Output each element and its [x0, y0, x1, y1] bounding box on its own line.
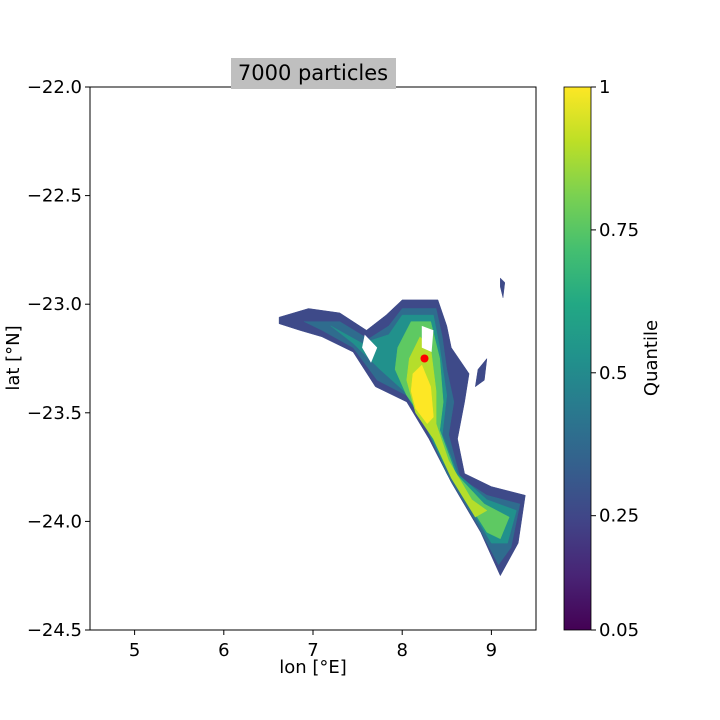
- y-axis: −22.0 −22.5 −23.0 −23.5 −24.0 −24.5: [27, 77, 90, 641]
- plot-area: [89, 86, 537, 631]
- y-axis-label: lat [°N]: [3, 325, 24, 390]
- colorbar-tick-label: 0.5: [599, 363, 628, 384]
- colorbar-tick-label: 0.25: [599, 506, 639, 527]
- plot-background: [90, 87, 536, 630]
- x-tick-label: 8: [396, 640, 407, 661]
- x-tick-label: 5: [129, 640, 140, 661]
- x-axis: 5 6 7 8 9: [129, 630, 497, 661]
- title-text: 7000 particles: [238, 61, 388, 85]
- contour-hole-1: [421, 325, 434, 352]
- y-tick-label: −23.5: [27, 403, 82, 424]
- contour-level-1-region-3: [474, 357, 488, 388]
- colorbar-tick-label: 1: [599, 77, 610, 98]
- y-tick-label: −24.5: [27, 620, 82, 641]
- colorbar: 0.05 0.25 0.5 0.75 1 Quantile: [563, 77, 662, 641]
- contour-hole-2: [362, 334, 378, 363]
- chart-title: 7000 particles: [231, 58, 396, 89]
- x-axis-label: lon [°E]: [279, 657, 347, 678]
- x-tick-label: 7: [307, 640, 318, 661]
- y-tick-label: −22.0: [27, 77, 82, 98]
- y-tick-label: −24.0: [27, 511, 82, 532]
- colorbar-tick-label: 0.05: [599, 620, 639, 641]
- colorbar-ticks: 0.05 0.25 0.5 0.75 1: [591, 77, 639, 641]
- colorbar-tick-label: 0.75: [599, 220, 639, 241]
- origin-marker: [420, 354, 429, 363]
- title-box: [231, 58, 396, 89]
- contour-layer: [278, 277, 526, 577]
- x-tick-label: 6: [218, 640, 229, 661]
- contour-level-1-region-1: [278, 299, 526, 577]
- colorbar-label: Quantile: [641, 320, 662, 396]
- colorbar-gradient: [563, 86, 592, 631]
- x-tick-label: 9: [486, 640, 497, 661]
- contour-level-6-region-1: [410, 364, 434, 425]
- y-tick-label: −22.5: [27, 186, 82, 207]
- contour-level-1-region-2: [500, 277, 506, 298]
- y-tick-label: −23.0: [27, 294, 82, 315]
